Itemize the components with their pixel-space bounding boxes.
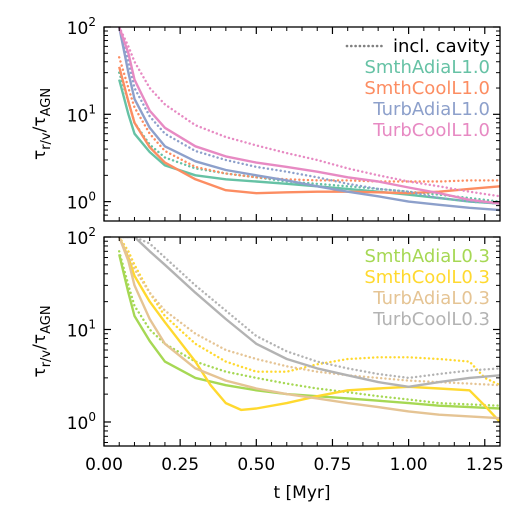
x-tick-label: 1.00 [390, 455, 428, 475]
legend-label: TurbAdiaL1.0 [372, 99, 490, 120]
legend-label: incl. cavity [393, 36, 490, 57]
x-axis-label: t [Myr] [273, 483, 330, 503]
series-line-TurbAdiaL1.0 [118, 27, 500, 212]
series-line-bottom-cavity-3 [117, 237, 500, 387]
series-line-SmthCoolL0.3 [118, 237, 500, 423]
y-axis-label: τr/v/τAGN [30, 88, 54, 160]
y-tick-label: 101 [67, 317, 96, 341]
series-line-TurbAdiaL0.3 [118, 237, 500, 420]
y-axis-label: τr/v/τAGN [30, 305, 54, 377]
series-line-bottom-cavity-1 [117, 250, 500, 407]
series-line-bottom-cavity-7 [117, 237, 500, 380]
y-tick-label: 102 [67, 225, 96, 249]
legend: SmthAdiaL0.3SmthCoolL0.3TurbAdiaL0.3Turb… [364, 246, 490, 330]
legend-label: TurbCoolL1.0 [372, 120, 490, 141]
series-line-TurbCoolL1.0 [118, 27, 500, 205]
series-line-top-cavity-3 [117, 56, 500, 183]
y-tick-label: 101 [67, 102, 96, 126]
series-line-SmthAdiaL1.0 [118, 79, 500, 205]
x-tick-label: 0.75 [314, 455, 352, 475]
bottom-panel: 100 101 102 0.00 0.25 0.50 0.75 1.00 1.25 τr/v/τA… [30, 225, 504, 475]
series-group [117, 237, 500, 423]
x-tick-label: 1.25 [466, 455, 504, 475]
series-line-top-cavity-5 [117, 27, 500, 205]
legend-label: SmthAdiaL0.3 [364, 246, 490, 267]
x-tick-label: 0.00 [85, 455, 123, 475]
series-line-top-cavity-7 [117, 27, 500, 198]
legend-label: SmthCoolL0.3 [364, 267, 490, 288]
legend: incl. cavitySmthAdiaL1.0SmthCoolL1.0Turb… [345, 36, 490, 141]
series-line-bottom-cavity-5 [117, 237, 500, 387]
series-line-TurbCoolL0.3 [119, 237, 500, 388]
x-tick-label: 0.25 [161, 455, 199, 475]
top-panel: 100 101 102 τr/v/τAGN incl. cavitySmthAdiaL1… [30, 15, 501, 222]
legend-label: SmthAdiaL1.0 [364, 57, 490, 78]
legend-label: SmthCoolL1.0 [364, 78, 490, 99]
y-tick-label: 100 [67, 190, 96, 214]
legend-label: TurbAdiaL0.3 [372, 288, 490, 309]
series-group [117, 27, 500, 212]
legend-label: TurbCoolL0.3 [372, 309, 490, 330]
y-tick-label: 100 [67, 410, 96, 434]
series-line-SmthCoolL1.0 [118, 66, 500, 195]
x-tick-label: 0.50 [237, 455, 275, 475]
y-tick-label: 102 [67, 15, 96, 39]
